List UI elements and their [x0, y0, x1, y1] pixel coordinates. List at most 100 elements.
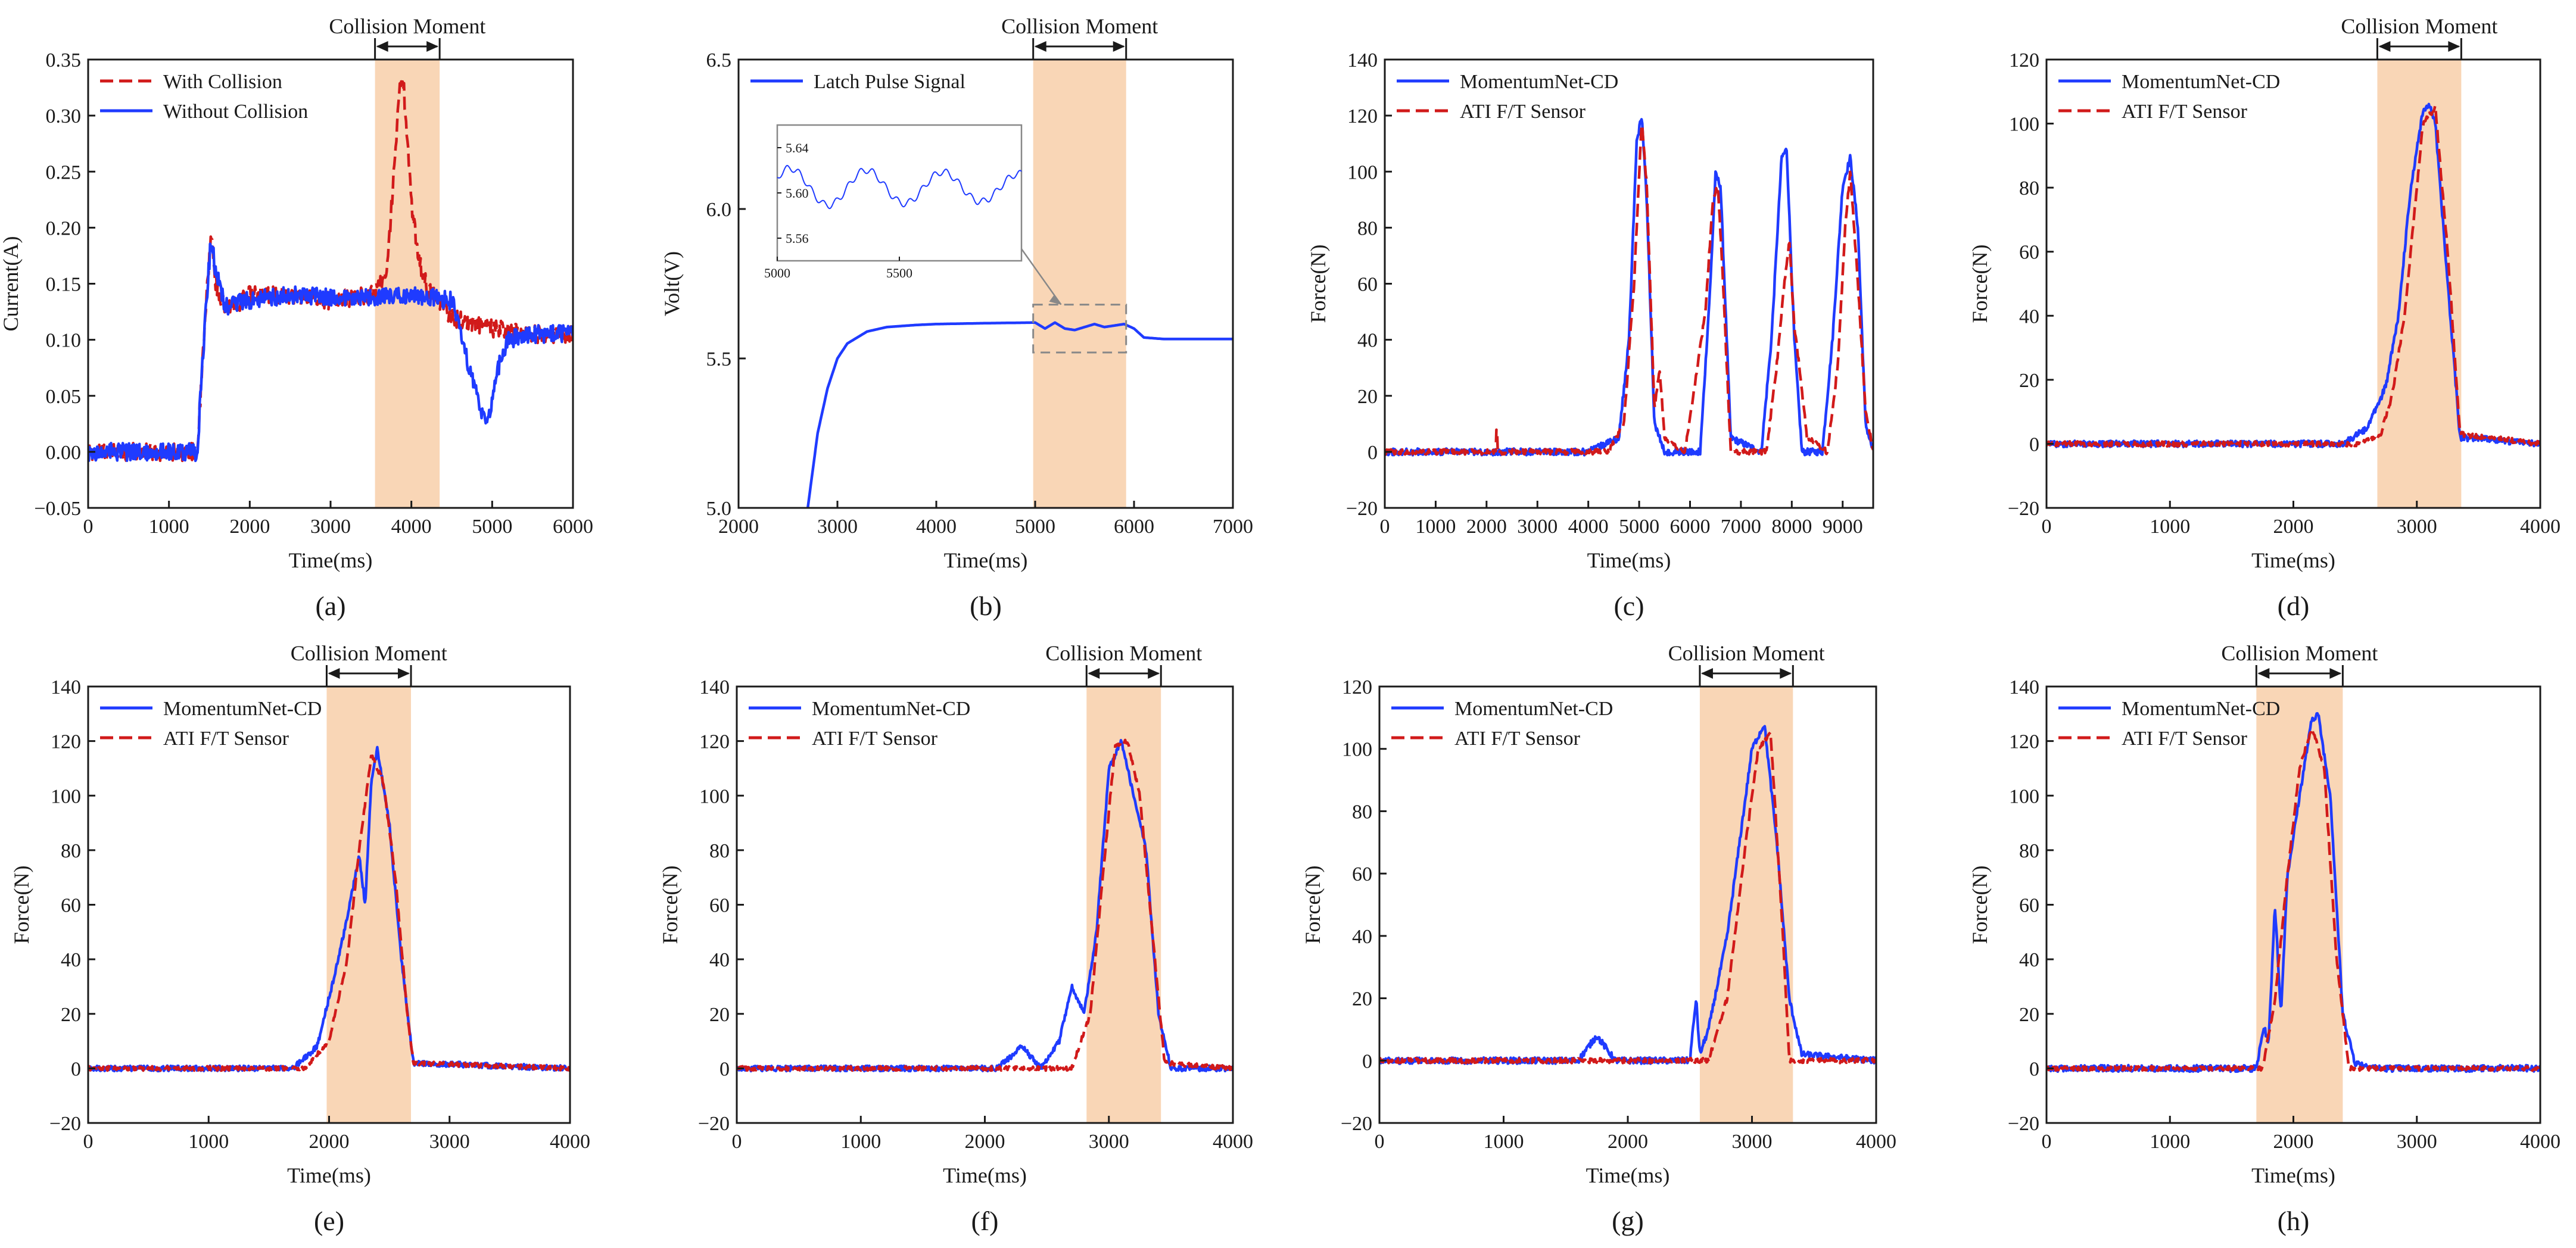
x-tick-label: 6000 [1670, 516, 1711, 538]
x-tick-label: 5000 [472, 516, 512, 538]
collision-arrow-head-right [2448, 41, 2460, 52]
y-tick-label: 40 [709, 949, 730, 971]
y-tick-label: 5.0 [706, 498, 732, 520]
y-axis-label: Force(N) [658, 866, 682, 944]
y-tick-label: −0.05 [34, 498, 81, 520]
y-tick-label: 120 [51, 731, 81, 753]
y-tick-label: 20 [1352, 988, 1372, 1010]
inset-y-tick-label: 5.60 [786, 186, 809, 201]
y-tick-label: 120 [2009, 731, 2039, 753]
x-tick-label: 3000 [429, 1131, 470, 1153]
collision-region [1699, 687, 1793, 1123]
collision-arrow-head-right [426, 41, 439, 52]
inset-x-tick-label: 5000 [764, 266, 790, 280]
y-axis-label: Volt(V) [660, 251, 684, 316]
panel-label: (e) [314, 1206, 344, 1236]
series-latch-pulse-signal [806, 321, 1233, 508]
y-tick-label: 60 [2019, 242, 2039, 264]
axes-frame [737, 58, 1234, 509]
legend-entry: Latch Pulse Signal [814, 71, 965, 93]
x-tick-label: 6000 [1114, 516, 1154, 538]
y-tick-label: 0.30 [46, 105, 82, 127]
y-axis-label: Force(N) [1301, 866, 1325, 944]
panel-label: (g) [1612, 1206, 1644, 1236]
x-tick-label: 3000 [2397, 1131, 2437, 1153]
y-tick-label: 40 [2019, 949, 2039, 971]
x-axis-label: Time(ms) [943, 1163, 1027, 1187]
y-tick-label: 0.25 [46, 161, 82, 183]
x-axis-label: Time(ms) [944, 548, 1028, 572]
x-tick-label: 0 [1380, 516, 1390, 538]
collision-arrow-head-right [1780, 668, 1792, 679]
y-tick-label: 120 [2009, 49, 2039, 71]
x-tick-label: 0 [2042, 516, 2052, 538]
collision-arrow-head-left [376, 41, 388, 52]
legend-entry: With Collision [163, 71, 282, 93]
legend-entry: MomentumNet-CD [2122, 71, 2280, 93]
x-tick-label: 0 [1375, 1131, 1385, 1153]
x-tick-label: 1000 [2150, 516, 2190, 538]
x-axis-label: Time(ms) [289, 548, 373, 572]
collision-arrow-head-right [1148, 668, 1160, 679]
x-tick-label: 7000 [1721, 516, 1761, 538]
x-tick-label: 2000 [1608, 1131, 1648, 1153]
x-axis-label: Time(ms) [1587, 548, 1671, 572]
y-tick-label: 60 [2019, 895, 2039, 917]
x-tick-label: 4000 [916, 516, 957, 538]
y-axis-label: Force(N) [1968, 866, 1992, 944]
x-tick-label: 4000 [391, 516, 432, 538]
panel-label: (h) [2278, 1206, 2310, 1236]
series-with-collision [88, 80, 573, 463]
y-tick-label: 80 [1357, 217, 1378, 239]
y-tick-label: 80 [2019, 840, 2039, 862]
legend-entry: MomentumNet-CD [163, 698, 322, 720]
x-tick-label: 3000 [817, 516, 858, 538]
series-ati-f-t-sensor [88, 754, 570, 1072]
y-tick-label: 60 [1352, 863, 1372, 885]
y-tick-label: 100 [2009, 785, 2039, 807]
panel-label: (b) [970, 591, 1002, 621]
collision-arrow-head-right [2329, 668, 2342, 679]
y-tick-label: −20 [2008, 498, 2039, 520]
legend-entry: ATI F/T Sensor [2122, 728, 2248, 750]
x-tick-label: 3000 [2397, 516, 2437, 538]
zoom-connector [1020, 248, 1062, 305]
zoom-box [1032, 304, 1127, 354]
collision-label: Collision Moment [2341, 14, 2497, 38]
x-tick-label: 2000 [309, 1131, 350, 1153]
x-tick-label: 2000 [718, 516, 759, 538]
x-tick-label: 4000 [2520, 1131, 2561, 1153]
y-tick-label: 120 [1347, 105, 1378, 127]
x-tick-label: 2000 [229, 516, 270, 538]
zoom-arrow-head [1049, 295, 1061, 305]
y-tick-label: 140 [51, 676, 81, 698]
y-tick-label: 60 [709, 895, 730, 917]
legend-entry: ATI F/T Sensor [1454, 728, 1581, 750]
y-tick-label: 40 [1357, 330, 1378, 352]
y-tick-label: 100 [699, 785, 730, 807]
y-axis-label: Force(N) [1306, 245, 1330, 323]
x-tick-label: 3000 [1517, 516, 1558, 538]
collision-arrow-head-right [1113, 41, 1125, 52]
y-tick-label: 80 [709, 840, 730, 862]
x-tick-label: 2000 [2273, 1131, 2314, 1153]
inset-y-tick-label: 5.64 [786, 141, 809, 155]
y-tick-label: 20 [2019, 1004, 2039, 1026]
x-tick-label: 1000 [2150, 1131, 2190, 1153]
x-tick-label: 5000 [1619, 516, 1659, 538]
collision-region [326, 687, 412, 1123]
collision-label: Collision Moment [291, 641, 447, 665]
y-tick-label: 80 [61, 840, 81, 862]
legend-entry: MomentumNet-CD [1460, 71, 1618, 93]
x-tick-label: 5000 [1015, 516, 1055, 538]
x-tick-label: 4000 [550, 1131, 590, 1153]
inset-x-tick-label: 5500 [886, 266, 912, 280]
x-tick-label: 1000 [840, 1131, 881, 1153]
chart-panel-c: 0 1000 2000 3000 4000 5000 6000 7000 8000 9000−20… [1306, 49, 1874, 621]
y-tick-label: 140 [1347, 49, 1378, 71]
x-tick-label: 3000 [1089, 1131, 1129, 1153]
inset-frame [776, 124, 1023, 262]
inset-y-tick-label: 5.56 [786, 231, 809, 246]
